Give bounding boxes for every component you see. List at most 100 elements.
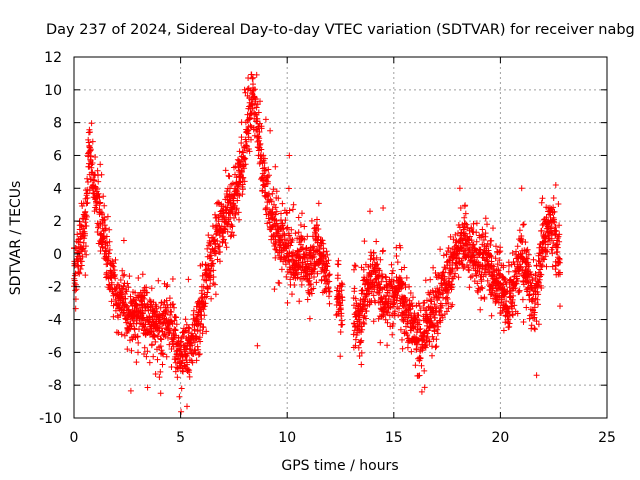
- data-point: [338, 310, 345, 317]
- data-point: [468, 237, 475, 244]
- data-point: [469, 241, 476, 248]
- data-point: [276, 280, 283, 287]
- data-point: [460, 265, 467, 272]
- data-point: [403, 274, 410, 281]
- data-point: [445, 289, 452, 296]
- data-point: [326, 288, 333, 295]
- data-point: [245, 85, 252, 92]
- data-point: [264, 204, 271, 211]
- data-point: [418, 388, 425, 395]
- data-point: [83, 251, 90, 258]
- data-point: [242, 161, 249, 168]
- data-point: [242, 89, 249, 96]
- data-point: [470, 220, 477, 227]
- data-point: [291, 282, 298, 288]
- data-point: [85, 129, 92, 136]
- y-tick-label: 2: [53, 214, 62, 230]
- data-point: [523, 304, 530, 311]
- data-point: [407, 290, 414, 296]
- data-point: [155, 277, 162, 284]
- data-point: [384, 342, 391, 349]
- data-point: [292, 230, 299, 237]
- data-point: [456, 185, 463, 192]
- data-point: [141, 300, 148, 307]
- data-point: [286, 152, 293, 159]
- data-point: [376, 267, 383, 274]
- data-point: [279, 222, 286, 229]
- data-point: [232, 163, 239, 170]
- data-point: [265, 166, 272, 173]
- data-point: [139, 271, 146, 278]
- data-point: [115, 329, 122, 336]
- data-point: [232, 211, 239, 218]
- data-point: [304, 233, 311, 240]
- data-point: [105, 255, 112, 262]
- data-point: [166, 341, 173, 348]
- data-point: [214, 238, 221, 244]
- data-point: [490, 225, 496, 232]
- data-point: [173, 321, 180, 328]
- data-point: [326, 278, 333, 285]
- data-point: [269, 206, 276, 213]
- data-point: [524, 246, 531, 253]
- data-point: [324, 263, 331, 270]
- data-point: [449, 301, 456, 308]
- data-point: [258, 146, 265, 153]
- data-point: [380, 312, 387, 319]
- data-point: [100, 218, 107, 224]
- data-point: [418, 362, 425, 369]
- data-point: [432, 315, 438, 321]
- data-point: [89, 138, 96, 145]
- data-point: [310, 285, 317, 292]
- data-point: [120, 272, 127, 279]
- data-point: [204, 245, 211, 252]
- data-point: [531, 325, 538, 332]
- data-point: [323, 248, 330, 255]
- data-point: [488, 312, 495, 319]
- data-point: [373, 254, 380, 261]
- data-point: [151, 332, 158, 339]
- data-point: [91, 177, 98, 184]
- data-point: [88, 153, 94, 160]
- data-point: [77, 266, 84, 272]
- data-point: [528, 322, 535, 329]
- data-point: [143, 353, 150, 360]
- data-point: [152, 338, 159, 345]
- data-point: [249, 75, 256, 82]
- data-point: [95, 178, 102, 185]
- data-point: [509, 311, 516, 318]
- data-point: [287, 242, 294, 249]
- data-point: [158, 336, 165, 343]
- data-point: [550, 204, 557, 211]
- data-point: [412, 362, 419, 369]
- data-point: [270, 186, 277, 193]
- data-point: [215, 199, 222, 206]
- data-point: [126, 273, 133, 280]
- data-point: [352, 295, 359, 302]
- data-point: [284, 299, 291, 306]
- data-point: [337, 305, 344, 312]
- data-point: [446, 257, 452, 264]
- data-point: [326, 293, 332, 300]
- data-point: [264, 178, 271, 185]
- data-point: [127, 293, 134, 300]
- x-tick-label: 10: [278, 430, 296, 446]
- data-point: [390, 278, 397, 285]
- data-point: [394, 292, 401, 299]
- data-point: [311, 253, 318, 260]
- data-point: [92, 184, 99, 191]
- data-point: [106, 246, 113, 253]
- data-point: [488, 253, 495, 260]
- data-point: [530, 256, 537, 263]
- data-point: [135, 339, 142, 346]
- data-point: [339, 281, 346, 288]
- data-point: [433, 336, 440, 343]
- data-point: [462, 202, 469, 209]
- data-point: [303, 245, 310, 251]
- data-point: [509, 250, 516, 256]
- data-point: [266, 172, 272, 179]
- data-point: [477, 246, 484, 253]
- data-point: [85, 136, 92, 143]
- data-point: [101, 234, 108, 241]
- data-point: [228, 222, 235, 228]
